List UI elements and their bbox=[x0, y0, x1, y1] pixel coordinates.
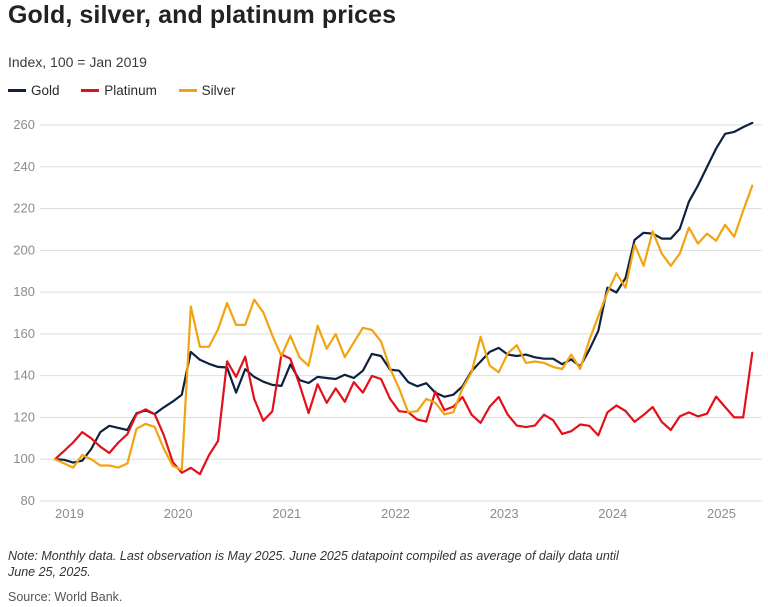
svg-text:2025: 2025 bbox=[707, 506, 736, 521]
svg-text:180: 180 bbox=[13, 284, 35, 299]
svg-text:80: 80 bbox=[21, 493, 35, 508]
svg-text:260: 260 bbox=[13, 117, 35, 132]
svg-text:2022: 2022 bbox=[381, 506, 410, 521]
svg-text:2021: 2021 bbox=[272, 506, 301, 521]
svg-text:160: 160 bbox=[13, 326, 35, 341]
svg-text:2023: 2023 bbox=[490, 506, 519, 521]
svg-text:2019: 2019 bbox=[55, 506, 84, 521]
svg-text:140: 140 bbox=[13, 368, 35, 383]
svg-text:2020: 2020 bbox=[164, 506, 193, 521]
svg-text:200: 200 bbox=[13, 242, 35, 257]
svg-text:120: 120 bbox=[13, 409, 35, 424]
svg-text:100: 100 bbox=[13, 451, 35, 466]
svg-text:220: 220 bbox=[13, 201, 35, 216]
svg-text:240: 240 bbox=[13, 159, 35, 174]
svg-text:2024: 2024 bbox=[598, 506, 627, 521]
